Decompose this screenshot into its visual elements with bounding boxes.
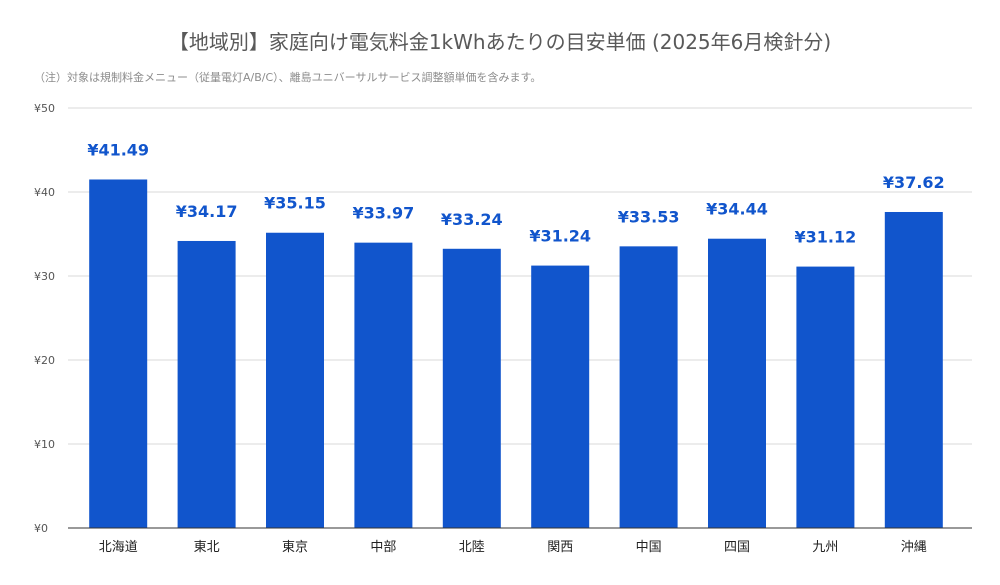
- x-axis-category-labels: 北海道 東北 東京 中部 北陸 関西 中国 四国 九州 沖縄: [99, 539, 927, 555]
- data-label: ¥34.17: [176, 202, 238, 221]
- category-label: 沖縄: [901, 540, 927, 555]
- bar: [442, 248, 501, 528]
- data-label: ¥33.53: [618, 207, 680, 226]
- chart-subtitle: （注）対象は規制料金メニュー（従量電灯A/B/C）、離島ユニバーサルサービス調整…: [34, 71, 542, 84]
- data-label: ¥35.15: [264, 194, 326, 213]
- category-label: 北海道: [99, 540, 138, 555]
- bar: [177, 240, 236, 529]
- bar: [884, 211, 943, 528]
- chart-title: 【地域別】家庭向け電気料金1kWhあたりの目安単価 (2025年6月検針分): [168, 30, 832, 54]
- category-label: 東京: [282, 539, 308, 555]
- y-tick-label: ¥20: [34, 354, 55, 367]
- y-axis-tick-labels: ¥0 ¥10 ¥20 ¥30 ¥40 ¥50: [34, 102, 55, 535]
- bar: [266, 232, 324, 529]
- category-label: 中国: [636, 540, 662, 555]
- category-label: 関西: [547, 540, 573, 555]
- y-tick-label: ¥0: [34, 522, 48, 535]
- bars: [89, 179, 943, 529]
- bar: [354, 242, 413, 529]
- y-tick-label: ¥10: [34, 438, 55, 451]
- bar: [89, 179, 148, 528]
- bar: [796, 266, 855, 528]
- data-label: ¥33.97: [353, 204, 415, 223]
- data-label: ¥34.44: [706, 200, 768, 219]
- data-label: ¥31.12: [795, 228, 857, 247]
- bar: [531, 265, 590, 528]
- data-label: ¥31.24: [529, 227, 591, 246]
- y-tick-label: ¥40: [34, 186, 55, 199]
- y-tick-label: ¥50: [34, 102, 55, 115]
- data-label: ¥41.49: [87, 140, 149, 159]
- bar: [708, 238, 766, 529]
- category-label: 中部: [370, 540, 396, 555]
- data-labels: ¥41.49 ¥34.17 ¥35.15 ¥33.97 ¥33.24 ¥31.24 ¥33.…: [87, 140, 944, 246]
- category-label: 四国: [724, 540, 750, 555]
- category-label: 九州: [812, 540, 838, 555]
- data-label: ¥33.24: [441, 210, 503, 229]
- category-label: 東北: [194, 539, 220, 555]
- data-label: ¥37.62: [883, 173, 945, 192]
- y-tick-label: ¥30: [34, 270, 55, 283]
- bar: [619, 246, 678, 528]
- category-label: 北陸: [459, 539, 485, 555]
